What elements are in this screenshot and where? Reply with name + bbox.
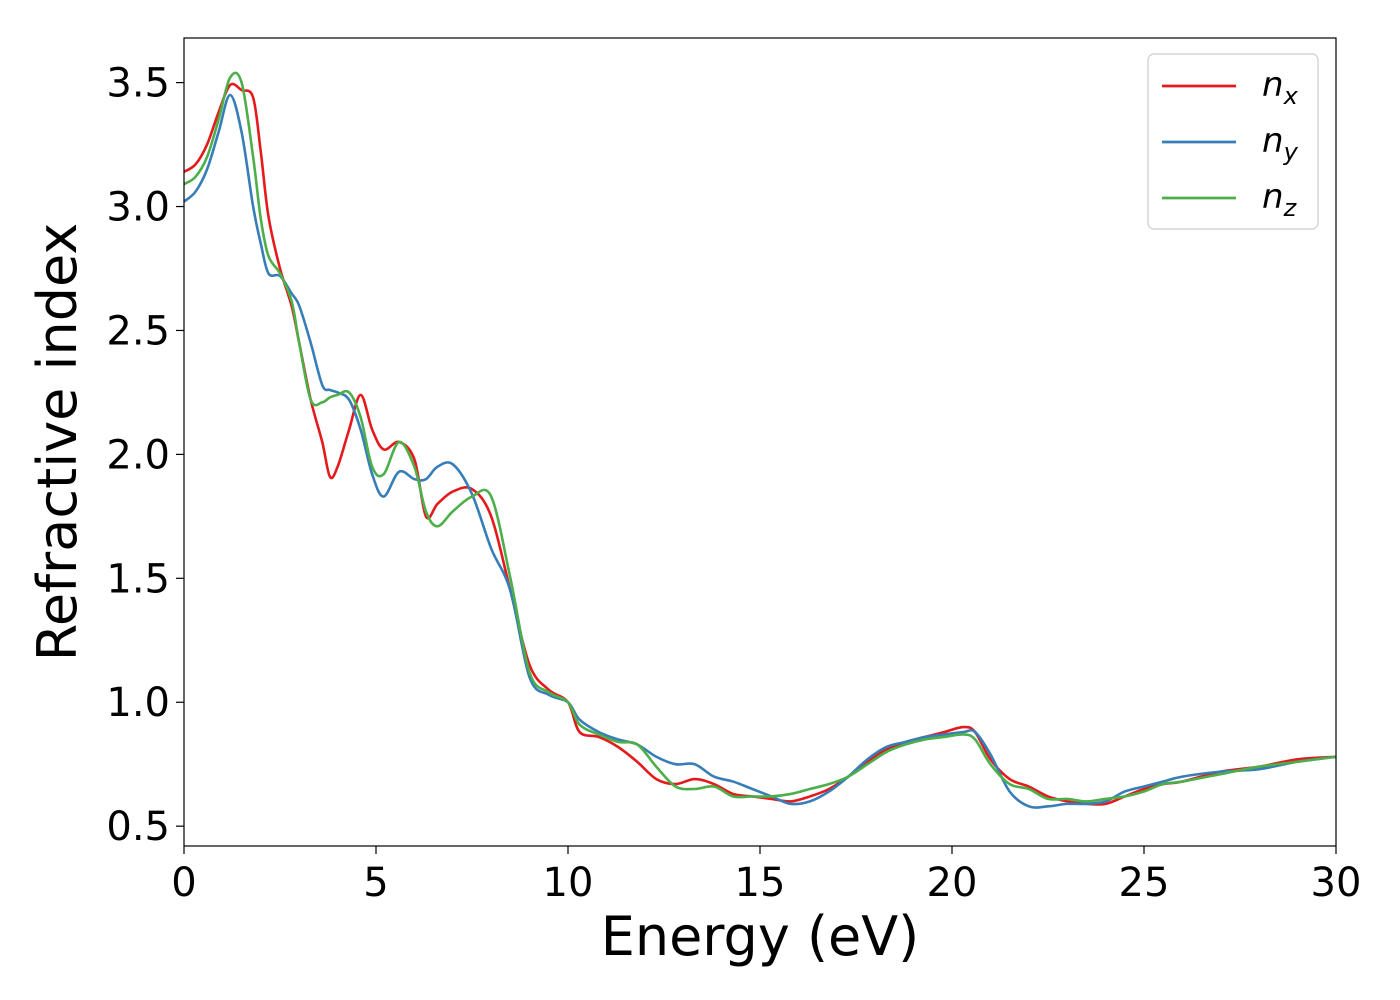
legend-label-ny: ny bbox=[1262, 121, 1299, 166]
y-tick-label: 3.0 bbox=[106, 185, 170, 231]
y-tick-label: 1.0 bbox=[106, 680, 170, 726]
y-tick-label: 2.5 bbox=[106, 308, 170, 354]
legend-label-nx: nx bbox=[1262, 65, 1299, 110]
x-tick-label: 25 bbox=[1119, 860, 1170, 906]
series-line-nz bbox=[183, 71, 1337, 803]
x-tick-label: 20 bbox=[927, 860, 978, 906]
y-tick-label: 2.0 bbox=[106, 432, 170, 478]
series-line-ny bbox=[183, 93, 1337, 809]
y-axis-title: Refractive index bbox=[26, 223, 89, 662]
series-layer bbox=[183, 71, 1337, 809]
legend-label-nz: nz bbox=[1262, 177, 1298, 222]
x-axis-title: Energy (eV) bbox=[601, 905, 920, 968]
x-tick-label: 5 bbox=[363, 860, 388, 906]
legend: nx ny nz bbox=[1147, 53, 1319, 230]
y-axis-ticks: 0.5 1.0 1.5 2.0 2.5 3.0 3.5 bbox=[106, 61, 184, 850]
x-axis-ticks: 0 5 10 15 20 25 30 bbox=[171, 846, 1361, 906]
x-tick-label: 15 bbox=[735, 860, 786, 906]
x-tick-label: 10 bbox=[543, 860, 594, 906]
y-tick-label: 1.5 bbox=[106, 556, 170, 602]
x-tick-label: 30 bbox=[1311, 860, 1362, 906]
x-tick-label: 0 bbox=[171, 860, 196, 906]
y-tick-label: 0.5 bbox=[106, 804, 170, 850]
y-tick-label: 3.5 bbox=[106, 61, 170, 107]
